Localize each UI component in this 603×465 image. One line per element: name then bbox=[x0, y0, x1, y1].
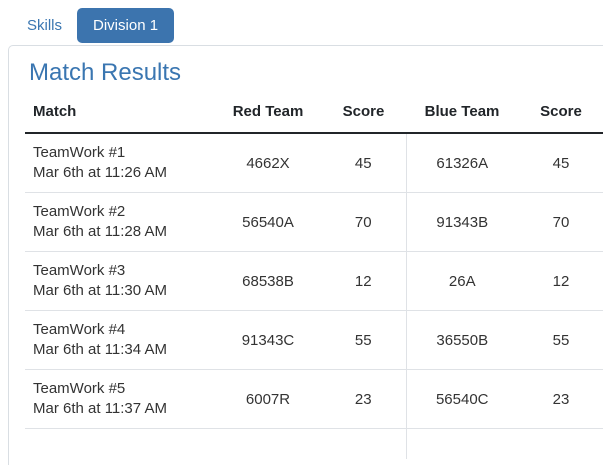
red-score-cell: 12 bbox=[321, 251, 406, 311]
table-row: TeamWork #2 Mar 6th at 11:28 AM 56540A 7… bbox=[25, 192, 603, 252]
table-row: TeamWork #4 Mar 6th at 11:34 AM 91343C 5… bbox=[25, 310, 603, 370]
red-team-cell: 4662X bbox=[215, 132, 321, 193]
red-team-cell: 56540A bbox=[215, 192, 321, 252]
blue-score-cell: 70 bbox=[518, 192, 603, 252]
blue-team-cell: 91343B bbox=[405, 192, 518, 252]
match-cell: TeamWork #5 Mar 6th at 11:37 AM bbox=[25, 369, 215, 429]
match-cell: TeamWork #3 Mar 6th at 11:30 AM bbox=[25, 251, 215, 311]
match-name: TeamWork #1 bbox=[33, 144, 126, 161]
match-name: TeamWork #4 bbox=[33, 321, 126, 338]
blue-team-cell: 61326A bbox=[405, 132, 518, 193]
match-time: Mar 6th at 11:28 AM bbox=[33, 223, 167, 240]
red-score-cell: 55 bbox=[321, 310, 406, 370]
blue-team-cell: 36550B bbox=[405, 310, 518, 370]
header-match: Match bbox=[25, 93, 215, 134]
match-time: Mar 6th at 11:30 AM bbox=[33, 282, 167, 299]
division-panel: Match Results Match Red Team Score Blue … bbox=[8, 45, 603, 465]
blue-score-cell bbox=[518, 428, 603, 459]
table-row-partial bbox=[25, 428, 603, 459]
red-team-cell: 6007R bbox=[215, 369, 321, 429]
tab-bar: Skills Division 1 bbox=[12, 8, 603, 43]
header-blue-team: Blue Team bbox=[406, 93, 518, 134]
match-cell bbox=[25, 428, 215, 459]
match-name: TeamWork #3 bbox=[33, 262, 126, 279]
red-team-cell: 68538B bbox=[215, 251, 321, 311]
blue-score-cell: 12 bbox=[518, 251, 603, 311]
red-score-cell: 45 bbox=[321, 132, 406, 193]
match-table-body: TeamWork #1 Mar 6th at 11:26 AM 4662X 45… bbox=[25, 132, 603, 459]
blue-score-cell: 45 bbox=[518, 132, 603, 193]
match-results-table: Match Red Team Score Blue Team Score Tea… bbox=[25, 93, 603, 459]
red-team-cell bbox=[215, 428, 321, 459]
match-time: Mar 6th at 11:26 AM bbox=[33, 164, 167, 181]
red-team-cell: 91343C bbox=[215, 310, 321, 370]
table-row: TeamWork #1 Mar 6th at 11:26 AM 4662X 45… bbox=[25, 132, 603, 193]
blue-team-cell bbox=[405, 428, 518, 459]
header-blue-score: Score bbox=[518, 93, 603, 134]
tab-skills[interactable]: Skills bbox=[27, 17, 63, 34]
blue-team-cell: 56540C bbox=[405, 369, 518, 429]
blue-score-cell: 55 bbox=[518, 310, 603, 370]
match-cell: TeamWork #1 Mar 6th at 11:26 AM bbox=[25, 132, 215, 193]
red-score-cell: 70 bbox=[321, 192, 406, 252]
match-cell: TeamWork #2 Mar 6th at 11:28 AM bbox=[25, 192, 215, 252]
header-red-score: Score bbox=[321, 93, 406, 134]
match-name: TeamWork #5 bbox=[33, 380, 126, 397]
blue-team-cell: 26A bbox=[405, 251, 518, 311]
header-red-team: Red Team bbox=[215, 93, 321, 134]
blue-score-cell: 23 bbox=[518, 369, 603, 429]
match-time: Mar 6th at 11:37 AM bbox=[33, 400, 167, 417]
table-header: Match Red Team Score Blue Team Score bbox=[25, 93, 603, 134]
page-title: Match Results bbox=[29, 59, 182, 86]
red-score-cell bbox=[321, 428, 406, 459]
table-row: TeamWork #5 Mar 6th at 11:37 AM 6007R 23… bbox=[25, 369, 603, 429]
tab-division-1[interactable]: Division 1 bbox=[77, 8, 175, 43]
red-score-cell: 23 bbox=[321, 369, 406, 429]
match-cell: TeamWork #4 Mar 6th at 11:34 AM bbox=[25, 310, 215, 370]
table-row: TeamWork #3 Mar 6th at 11:30 AM 68538B 1… bbox=[25, 251, 603, 311]
match-time: Mar 6th at 11:34 AM bbox=[33, 341, 167, 358]
match-name: TeamWork #2 bbox=[33, 203, 126, 220]
